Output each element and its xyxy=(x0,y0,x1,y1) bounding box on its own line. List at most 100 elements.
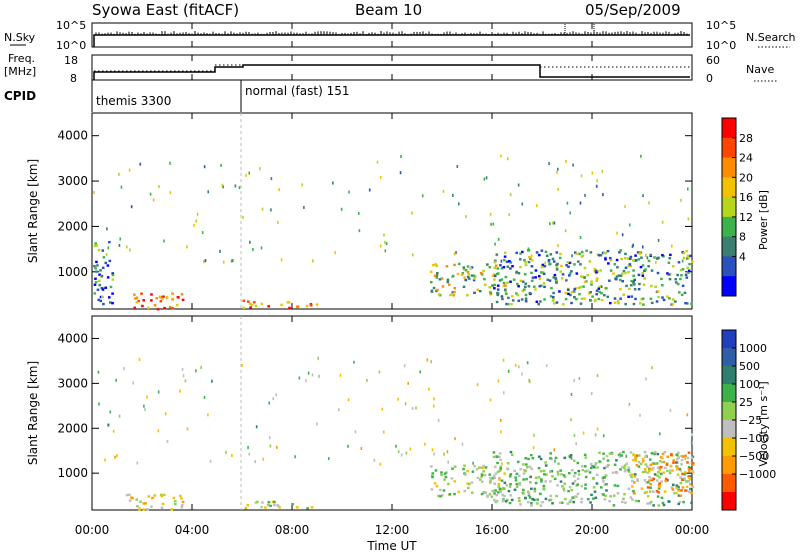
range-cell xyxy=(492,474,496,477)
range-cell xyxy=(264,506,267,509)
range-cell xyxy=(530,501,533,505)
range-cell xyxy=(687,271,690,274)
range-cell xyxy=(647,259,651,263)
range-cell xyxy=(524,261,527,264)
range-cell xyxy=(650,301,654,305)
range-cell xyxy=(463,489,467,493)
range-cell xyxy=(640,154,642,158)
range-cell xyxy=(473,465,476,468)
range-cell xyxy=(552,291,555,295)
range-cell xyxy=(523,288,526,291)
range-cell xyxy=(108,259,112,263)
range-cell xyxy=(384,240,386,244)
range-cell xyxy=(601,251,605,255)
range-cell xyxy=(576,477,580,481)
range-cell xyxy=(666,478,669,482)
range-cell xyxy=(150,299,153,302)
range-cell xyxy=(643,277,647,280)
y-tick-label: 3000 xyxy=(57,376,88,390)
range-cell xyxy=(530,504,533,507)
range-cell xyxy=(142,502,146,505)
range-cell xyxy=(400,155,402,159)
range-cell xyxy=(634,297,637,301)
colorbar-segment xyxy=(722,137,736,159)
range-cell xyxy=(500,278,504,281)
nsearch-label: N.Search xyxy=(746,31,796,44)
range-cell xyxy=(440,277,444,280)
colorbar-tick-label: 20 xyxy=(739,171,753,184)
range-cell xyxy=(658,485,662,488)
range-cell xyxy=(483,177,486,181)
range-cell xyxy=(605,454,609,458)
range-cell xyxy=(682,251,686,255)
range-cell xyxy=(497,455,501,459)
range-cell xyxy=(159,300,163,303)
range-cell xyxy=(589,299,593,302)
range-cell xyxy=(576,492,580,496)
range-cell xyxy=(633,473,637,476)
range-cell xyxy=(245,173,247,177)
range-cell xyxy=(580,465,584,468)
range-cell xyxy=(169,161,171,165)
range-cell xyxy=(502,266,506,269)
range-cell xyxy=(311,259,314,263)
range-cell xyxy=(339,373,342,377)
range-cell xyxy=(671,265,675,268)
range-cell xyxy=(548,162,550,166)
range-cell xyxy=(632,453,635,457)
range-cell xyxy=(520,298,524,301)
range-cell xyxy=(664,477,668,481)
range-cell xyxy=(411,407,414,411)
range-cell xyxy=(453,290,456,294)
range-cell xyxy=(504,290,507,293)
range-cell xyxy=(379,175,382,179)
range-cell xyxy=(93,190,95,194)
range-cell xyxy=(348,190,350,194)
range-cell xyxy=(676,466,680,470)
range-cell xyxy=(94,242,97,245)
range-cell xyxy=(273,500,276,504)
range-cell xyxy=(482,269,485,273)
range-cell xyxy=(480,475,483,478)
x-tick-label: 08:00 xyxy=(275,523,310,537)
range-cell xyxy=(596,374,599,378)
range-cell xyxy=(594,433,597,437)
range-cell xyxy=(619,287,622,291)
range-cell xyxy=(551,502,554,505)
range-cell xyxy=(193,223,195,227)
range-cell xyxy=(535,300,539,303)
range-cell xyxy=(588,471,592,474)
range-cell xyxy=(569,211,572,215)
range-cell xyxy=(262,457,265,461)
range-cell xyxy=(643,491,647,495)
range-cell xyxy=(579,302,583,305)
range-cell xyxy=(522,463,525,466)
range-cell xyxy=(527,492,531,496)
range-cell xyxy=(505,260,509,264)
range-cell xyxy=(157,390,160,394)
nsearch-trace xyxy=(95,24,688,35)
range-cell xyxy=(101,249,105,252)
range-cell xyxy=(98,402,100,406)
range-cell xyxy=(469,267,473,270)
range-cell xyxy=(497,485,500,488)
range-cell xyxy=(561,273,565,276)
range-cell xyxy=(526,361,529,365)
range-cell xyxy=(561,485,564,488)
range-cell xyxy=(162,493,166,497)
range-cell xyxy=(174,503,177,506)
range-cell xyxy=(655,260,657,264)
range-cell xyxy=(683,471,687,474)
range-cell xyxy=(201,231,204,235)
range-cell xyxy=(109,410,112,414)
range-cell xyxy=(632,269,635,272)
range-cell xyxy=(452,294,455,297)
range-cell xyxy=(165,295,169,299)
range-cell xyxy=(100,287,104,290)
range-cell xyxy=(606,249,610,253)
range-cell xyxy=(680,274,683,277)
range-cell xyxy=(109,285,113,289)
range-cell xyxy=(680,478,684,481)
range-cell xyxy=(671,298,675,301)
range-cell xyxy=(403,364,406,368)
